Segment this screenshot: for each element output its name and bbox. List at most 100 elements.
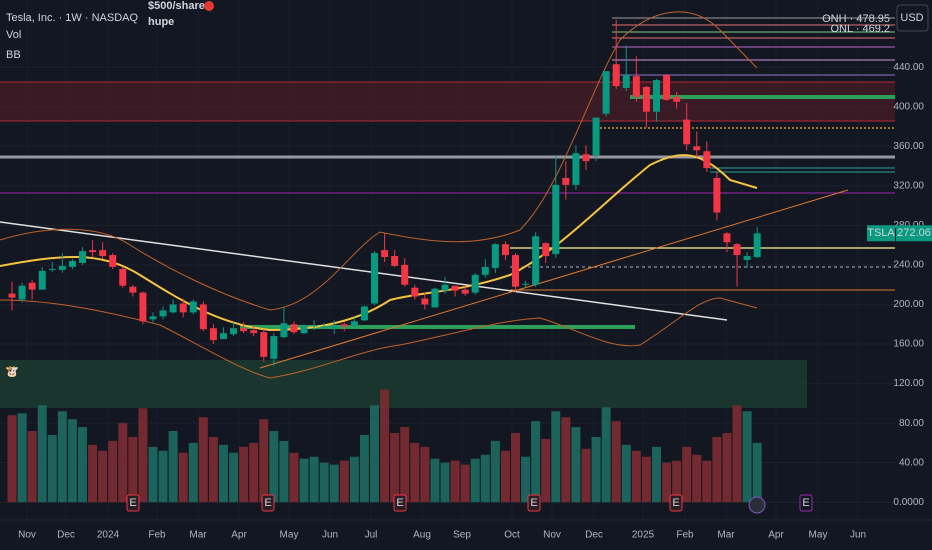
volume-bar [430, 458, 440, 503]
volume-bar [168, 431, 178, 503]
target-icon [204, 1, 214, 11]
y-tick-label: 200.00 [893, 299, 924, 310]
x-tick-label: May [809, 530, 828, 541]
resistance-zone [0, 82, 895, 121]
x-tick-label: Sep [453, 530, 471, 541]
x-tick-label: Feb [148, 530, 166, 541]
candle-body [381, 250, 389, 258]
candle-body [391, 256, 399, 266]
volume-bars [7, 389, 762, 503]
x-tick-label: Jul [365, 530, 378, 541]
candle-body [8, 293, 16, 298]
candle-body [219, 333, 227, 340]
candle-body [260, 332, 268, 357]
volume-bar [118, 423, 128, 503]
symbol-tag [867, 225, 895, 242]
axes: 440.00400.00360.00320.00280.00240.00200.… [18, 62, 932, 541]
candle-body [612, 64, 620, 87]
x-tick-label: Apr [768, 530, 784, 541]
candle-body [501, 244, 509, 256]
volume-bar [229, 452, 239, 503]
candle-body [300, 326, 308, 334]
candle-body [270, 336, 278, 359]
volume-bar [98, 450, 108, 503]
x-tick-label: May [280, 530, 299, 541]
candle-body [401, 264, 409, 285]
candle-body [38, 270, 46, 290]
volume-bar [581, 448, 591, 503]
earnings-label: E [672, 497, 679, 509]
volume-bar [420, 446, 430, 503]
currency-button[interactable] [896, 4, 929, 32]
volume-bar [218, 444, 228, 503]
level-label: ONH · 478.95 [822, 13, 890, 25]
candle-body [139, 292, 147, 322]
candle-body [441, 284, 449, 291]
annotation: $500/share [148, 0, 205, 12]
volume-bar [511, 433, 520, 503]
candle-body [159, 310, 167, 317]
candle-body [169, 304, 177, 313]
volume-bar [249, 442, 259, 503]
volume-bar [440, 462, 450, 503]
volume-bar [37, 405, 47, 503]
x-tick-label: 2024 [97, 530, 120, 541]
y-tick-label: 120.00 [893, 378, 924, 389]
candle-body [371, 253, 379, 304]
volume-bar [621, 444, 631, 503]
candle-body [582, 154, 590, 162]
volume-bar [500, 450, 510, 503]
candle-body [733, 244, 741, 256]
candle-body [481, 266, 489, 275]
y-tick-label: 240.00 [893, 260, 924, 271]
volume-bar [7, 415, 17, 503]
moving-average [0, 154, 758, 332]
bollinger-upper [0, 11, 758, 311]
candle-body [683, 119, 691, 145]
candle-body [350, 321, 358, 327]
volume-bar [269, 431, 279, 503]
candle-body [109, 255, 117, 267]
candle-body [411, 287, 419, 297]
candle-body [48, 268, 56, 270]
candle-body [622, 75, 630, 88]
volume-bar [108, 440, 118, 503]
y-tick-label: 440.00 [893, 62, 924, 73]
y-tick-label: 320.00 [893, 180, 924, 191]
volume-bar [17, 413, 27, 503]
volume-bar [198, 417, 208, 503]
volume-bar [178, 452, 188, 503]
candle-body [703, 151, 711, 169]
volume-bar [692, 454, 702, 503]
y-tick-label: 40.00 [899, 457, 924, 468]
y-tick-label: 400.00 [893, 101, 924, 112]
volume-bar [551, 411, 561, 503]
x-tick-label: Oct [504, 530, 520, 541]
candle-body [532, 236, 540, 285]
volume-bar [611, 421, 621, 503]
volume-bar [722, 433, 732, 503]
volume-bar [27, 431, 37, 503]
volume-bar [128, 436, 138, 503]
candle-body [250, 330, 258, 334]
candle-body [713, 177, 721, 213]
volume-bar [531, 421, 541, 503]
currency-label[interactable]: USD [900, 12, 923, 24]
volume-bar [319, 462, 329, 503]
symbol-title: Tesla, Inc. · 1W · NASDAQ [6, 12, 138, 24]
volume-bar [279, 440, 289, 503]
x-tick-label: Feb [676, 530, 694, 541]
volume-bar [239, 446, 249, 503]
indicator-label: BB [6, 49, 21, 61]
candle-body [179, 303, 187, 313]
earnings-label: E [802, 497, 809, 509]
earnings-label: E [129, 497, 136, 509]
candle-body [149, 316, 157, 320]
x-tick-label: Nov [543, 530, 561, 541]
candle-body [592, 117, 600, 156]
volume-bar [561, 417, 571, 503]
candle-body [330, 326, 338, 329]
earnings-label: E [396, 497, 403, 509]
volume-bar [88, 444, 98, 503]
candle-body [632, 76, 640, 97]
